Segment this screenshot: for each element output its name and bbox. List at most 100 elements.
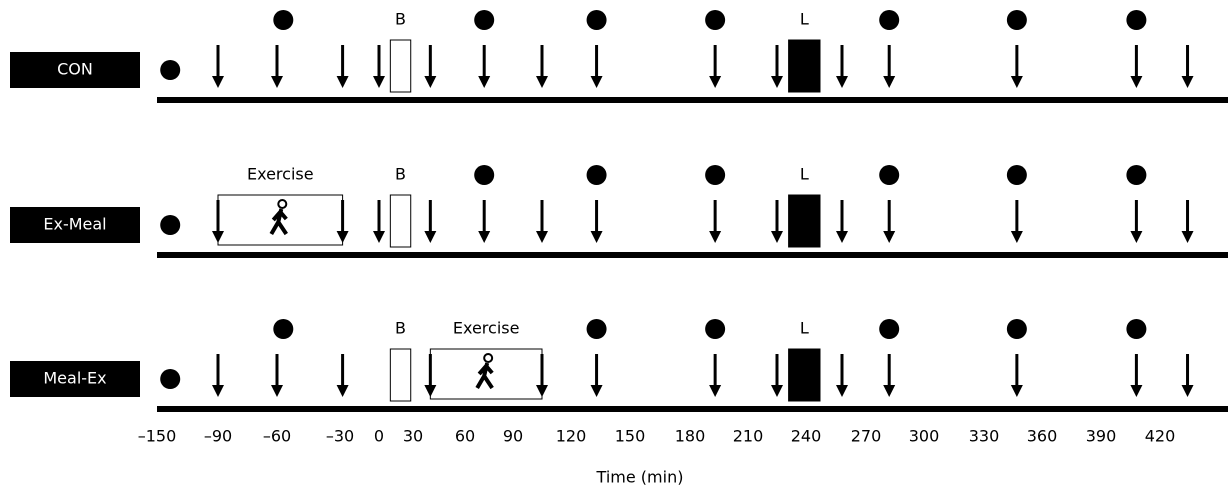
row-label-box bbox=[10, 52, 140, 88]
x-tick-label: 150 bbox=[615, 427, 646, 446]
sample-dot bbox=[705, 319, 726, 339]
start-dot bbox=[160, 369, 181, 389]
sample-arrow bbox=[771, 45, 783, 88]
arrow-head bbox=[1010, 385, 1023, 397]
row-label-box bbox=[10, 361, 140, 397]
start-dot bbox=[160, 215, 181, 235]
meal-box bbox=[788, 39, 821, 93]
sample-dot bbox=[879, 319, 900, 339]
sample-arrow bbox=[836, 45, 848, 88]
arrow-head bbox=[836, 231, 848, 243]
sample-arrow bbox=[771, 200, 783, 243]
arrow-head bbox=[709, 231, 722, 243]
x-tick-label: 210 bbox=[733, 427, 764, 446]
sample-dot bbox=[1006, 10, 1027, 30]
sample-arrow bbox=[709, 200, 722, 243]
sample-arrow bbox=[590, 200, 603, 243]
sample-arrow bbox=[590, 354, 603, 397]
arrow-head bbox=[883, 385, 896, 397]
arrow-head bbox=[478, 231, 491, 243]
arrow-head bbox=[373, 231, 385, 243]
sample-arrow bbox=[424, 200, 437, 243]
arrow-head bbox=[771, 385, 783, 397]
arrow-head bbox=[536, 231, 548, 243]
x-tick-label: 180 bbox=[675, 427, 706, 446]
x-tick-label: 390 bbox=[1086, 427, 1117, 446]
sample-arrow bbox=[478, 200, 491, 243]
arrow-head bbox=[590, 385, 603, 397]
arrow-head bbox=[478, 76, 491, 88]
x-tick-label: –60 bbox=[263, 427, 291, 446]
arrow-head bbox=[424, 231, 437, 243]
sample-arrow bbox=[1130, 354, 1143, 397]
sample-arrow bbox=[212, 354, 224, 397]
meal-label: L bbox=[800, 10, 809, 29]
arrow-head bbox=[1010, 76, 1023, 88]
arrow-head bbox=[1130, 385, 1143, 397]
x-tick-label: 240 bbox=[791, 427, 822, 446]
arrow-head bbox=[212, 76, 224, 88]
sample-arrow bbox=[373, 200, 385, 243]
sample-dot bbox=[705, 165, 726, 185]
arrow-head bbox=[336, 385, 349, 397]
arrow-head bbox=[1181, 385, 1194, 397]
sample-dot bbox=[1006, 319, 1027, 339]
arrow-head bbox=[883, 76, 896, 88]
arrow-head bbox=[212, 385, 224, 397]
arrow-head bbox=[1130, 76, 1143, 88]
sample-arrow bbox=[536, 45, 548, 88]
sample-arrow bbox=[771, 354, 783, 397]
sample-dot bbox=[705, 10, 726, 30]
exercise-label: Exercise bbox=[453, 319, 520, 338]
sample-dot bbox=[273, 319, 294, 339]
sample-arrow bbox=[709, 354, 722, 397]
sample-arrow bbox=[590, 45, 603, 88]
arrow-head bbox=[271, 385, 283, 397]
arrow-head bbox=[271, 76, 283, 88]
x-tick-label: 30 bbox=[403, 427, 423, 446]
x-tick-label: 270 bbox=[851, 427, 882, 446]
sample-dot bbox=[586, 319, 607, 339]
arrow-head bbox=[709, 385, 722, 397]
sample-arrow bbox=[536, 200, 548, 243]
sample-dot bbox=[273, 10, 294, 30]
sample-arrow bbox=[709, 45, 722, 88]
exercise-box bbox=[217, 194, 344, 246]
sample-arrow bbox=[883, 45, 896, 88]
meal-box bbox=[389, 348, 412, 402]
sample-arrow bbox=[336, 45, 349, 88]
sample-arrow bbox=[1010, 354, 1023, 397]
sample-arrow bbox=[373, 45, 385, 88]
meal-box bbox=[389, 39, 412, 93]
sample-dot bbox=[1126, 319, 1147, 339]
row-label: CON bbox=[57, 60, 93, 79]
arrow-head bbox=[1181, 76, 1194, 88]
walker-body bbox=[269, 208, 288, 236]
sample-dot bbox=[879, 10, 900, 30]
arrow-head bbox=[709, 76, 722, 88]
sample-dot bbox=[1006, 165, 1027, 185]
axis-label: Time (min) bbox=[596, 468, 684, 487]
sample-arrow bbox=[1181, 45, 1194, 88]
sample-arrow bbox=[336, 354, 349, 397]
arrow-head bbox=[771, 76, 783, 88]
x-tick-label: –90 bbox=[204, 427, 232, 446]
sample-arrow bbox=[271, 354, 283, 397]
walker-body bbox=[475, 362, 494, 390]
arrow-head bbox=[836, 76, 848, 88]
meal-box bbox=[788, 194, 821, 248]
arrow-head bbox=[373, 76, 385, 88]
arrow-head bbox=[1181, 231, 1194, 243]
meal-box bbox=[389, 194, 412, 248]
arrow-head bbox=[883, 231, 896, 243]
walker-head bbox=[483, 353, 494, 363]
exercise-label: Exercise bbox=[247, 165, 314, 184]
sample-dot bbox=[586, 165, 607, 185]
sample-dot bbox=[474, 165, 495, 185]
arrow-head bbox=[836, 385, 848, 397]
arrow-head bbox=[424, 76, 437, 88]
sample-arrow bbox=[883, 200, 896, 243]
meal-label: L bbox=[800, 319, 809, 338]
row-label-box bbox=[10, 207, 140, 243]
